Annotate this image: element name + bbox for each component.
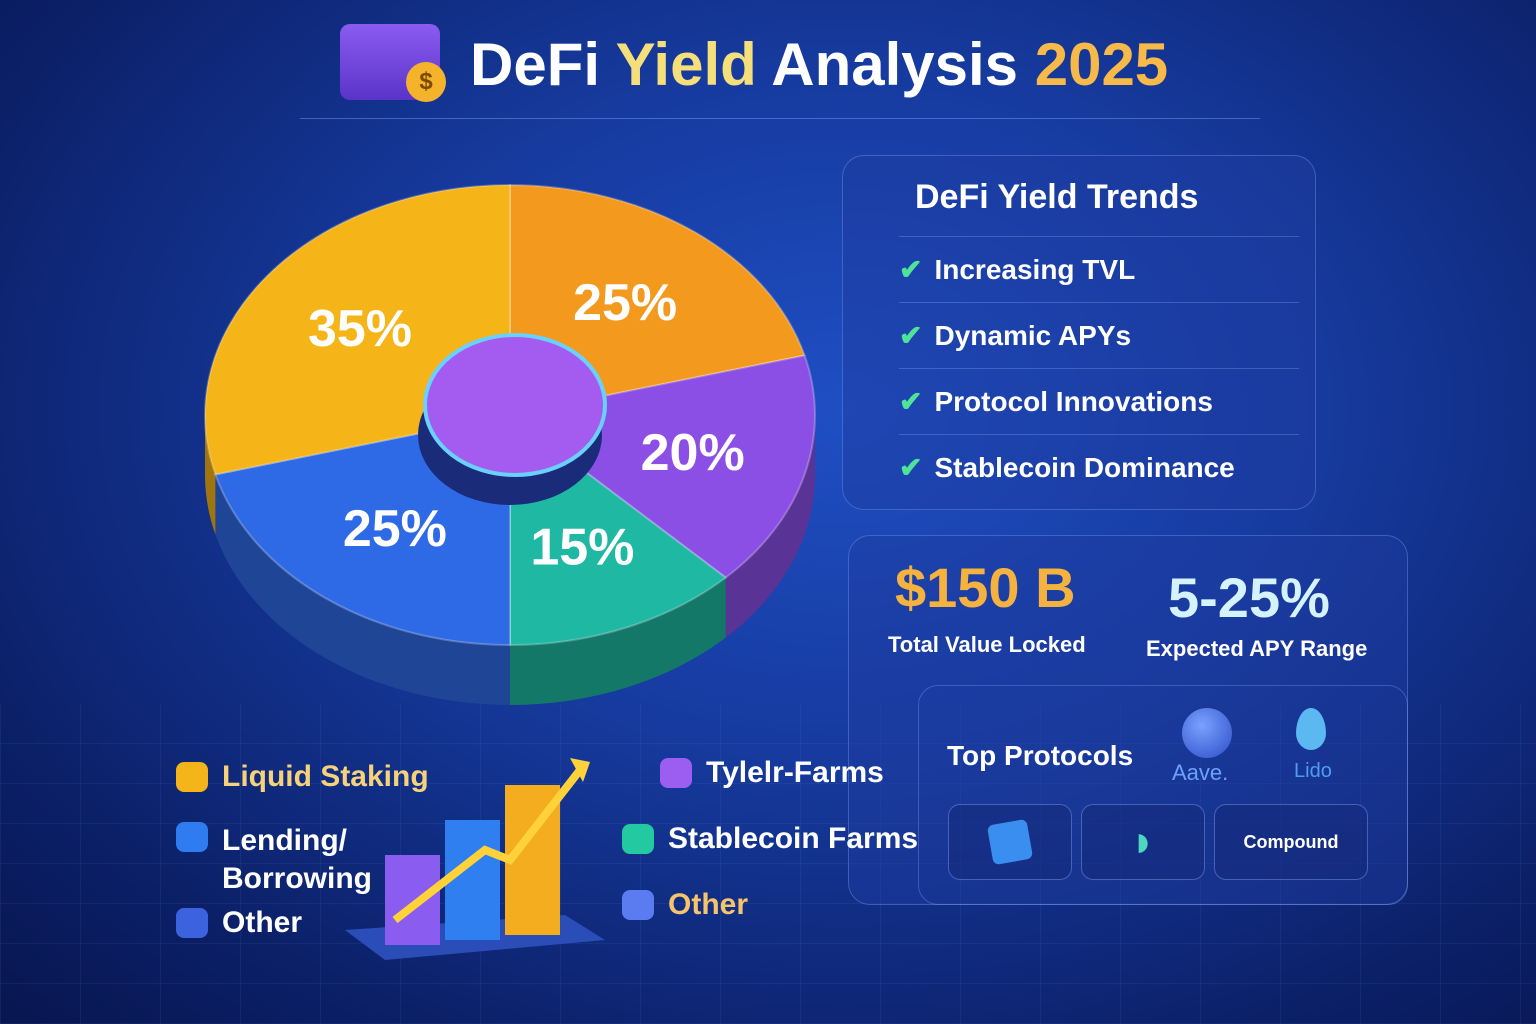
growth-bars-icon <box>345 758 605 960</box>
protocols-panel <box>918 685 1408 905</box>
tvl-label: Total Value Locked <box>888 632 1086 657</box>
pie-slice-side <box>725 415 815 638</box>
pie-slice-side <box>215 474 510 705</box>
legend-item: Lending/ Borrowing <box>176 822 376 898</box>
title-word: DeFi <box>470 31 601 98</box>
pie-data-label: 25% <box>343 500 447 558</box>
pie-data-label: 25% <box>573 274 677 332</box>
title-word: Analysis <box>771 31 1019 98</box>
pie-data-label: 15% <box>530 519 634 577</box>
aave-logo-icon <box>1182 708 1232 758</box>
lido-drop-icon <box>1296 708 1326 750</box>
coin-icon: $ <box>406 62 446 102</box>
check-icon: ✔ <box>899 320 923 351</box>
compound-label: Compound <box>1243 831 1339 852</box>
legend-item: Tylelr-Farms <box>660 756 884 790</box>
tvl-value: $150 B <box>895 556 1076 619</box>
legend-item: Other <box>176 906 302 940</box>
check-icon: ✔ <box>899 254 923 285</box>
trend-label: Stablecoin Dominance <box>934 452 1235 483</box>
legend-swatch <box>622 890 654 920</box>
legend-label: Other <box>668 888 749 921</box>
divider <box>300 118 1260 119</box>
pie-chart: 25% 20%15% 25% 35% <box>204 183 816 705</box>
trends-title: DeFi Yield Trends <box>915 178 1199 216</box>
trend-item: ✔ Stablecoin Dominance <box>899 434 1299 484</box>
trend-label: Increasing TVL <box>934 254 1136 285</box>
legend-label: Other <box>222 906 303 939</box>
trend-label: Protocol Innovations <box>934 386 1213 417</box>
aave-label[interactable]: Aave. <box>1172 760 1229 785</box>
protocol-tile[interactable]: ◗ <box>1081 804 1205 880</box>
legend-label: Lending/ Borrowing <box>222 824 372 895</box>
trend-label: Dynamic APYs <box>934 320 1132 351</box>
title-year: 2025 <box>1034 31 1169 98</box>
page-title: DeFi Yield Analysis 2025 <box>470 30 1168 99</box>
check-icon: ✔ <box>899 386 923 417</box>
legend-label: Stablecoin Farms <box>668 822 919 855</box>
legend-swatch <box>622 824 654 854</box>
legend-label: Liquid Staking <box>222 760 429 793</box>
cube-logo-icon <box>986 818 1034 866</box>
waves-logo-icon: ◗ <box>1129 817 1157 866</box>
wallet-coin-icon: $ <box>340 24 446 102</box>
check-icon: ✔ <box>899 452 923 483</box>
trend-item: ✔ Protocol Innovations <box>899 368 1299 418</box>
trends-panel: DeFi Yield Trends ✔ Increasing TVL ✔ Dynam… <box>842 155 1316 510</box>
legend-swatch <box>660 758 692 788</box>
legend-item: Liquid Staking <box>176 760 429 794</box>
protocol-tile[interactable] <box>948 804 1072 880</box>
pie-slice-side <box>205 415 216 535</box>
legend-label: Tylelr-Farms <box>706 756 884 789</box>
legend-item: Other <box>622 888 748 922</box>
protocols-title: Top Protocols <box>947 740 1134 771</box>
apy-label: Expected APY Range <box>1146 636 1368 661</box>
legend-item: Stablecoin Farms <box>622 822 918 856</box>
legend-swatch <box>176 822 208 852</box>
title-word: Yield <box>615 31 757 98</box>
legend-swatch <box>176 908 208 938</box>
compound-tile[interactable]: Compound <box>1214 804 1368 880</box>
trend-item: ✔ Increasing TVL <box>899 236 1299 286</box>
pie-data-label: 20% <box>641 424 745 482</box>
pie-data-label: 35% <box>308 300 412 358</box>
pie-slice-side <box>510 577 726 705</box>
trend-item: ✔ Dynamic APYs <box>899 302 1299 352</box>
lido-label[interactable]: Lido <box>1294 760 1332 782</box>
center-hub-icon <box>423 333 607 477</box>
legend-swatch <box>176 762 208 792</box>
apy-value: 5-25% <box>1168 566 1330 629</box>
